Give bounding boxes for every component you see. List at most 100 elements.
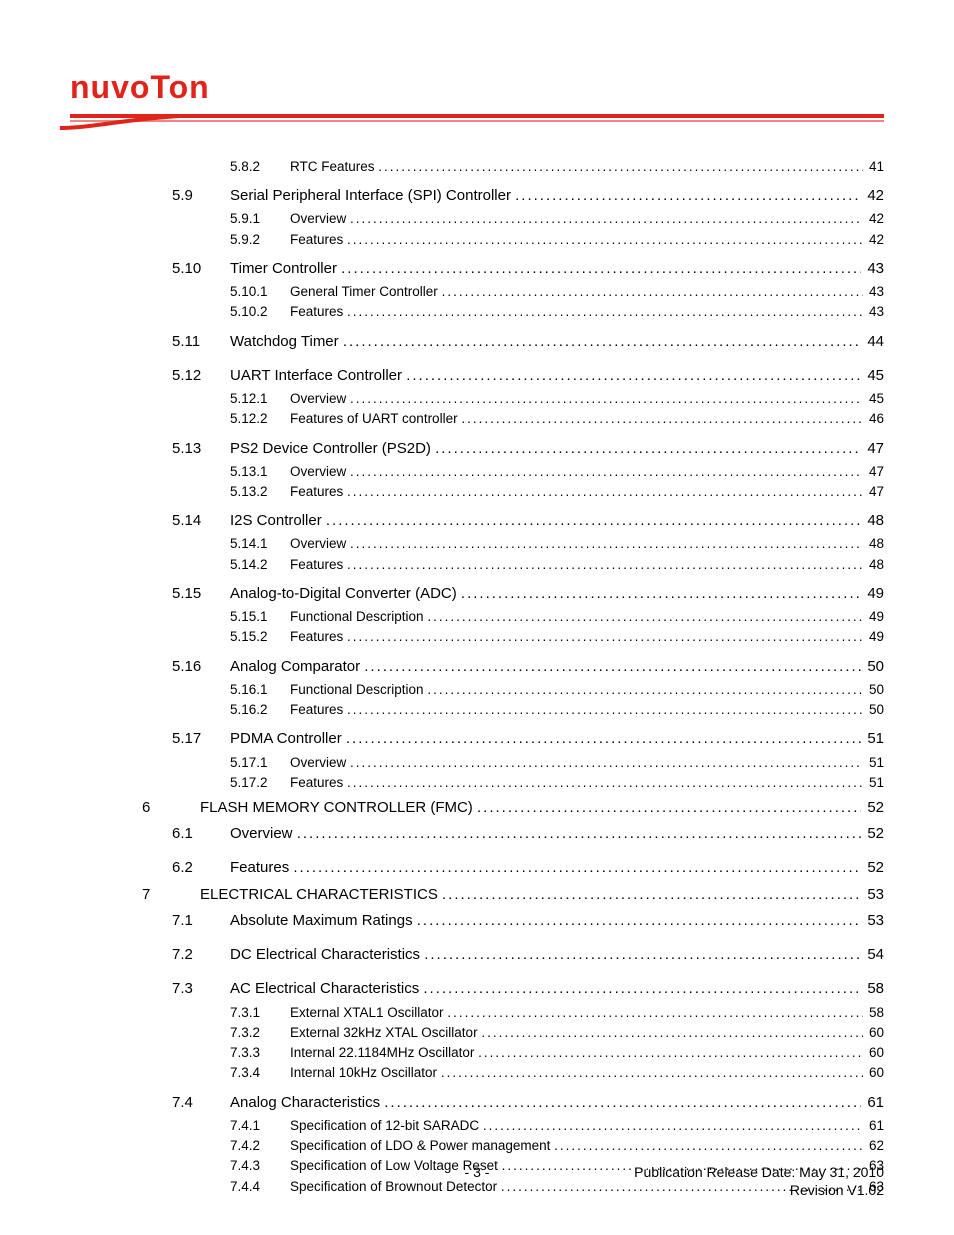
toc-entry[interactable]: 7.1Absolute Maximum Ratings 53 [70,911,884,931]
toc-entry[interactable]: 6FLASH MEMORY CONTROLLER (FMC) 52 [70,798,884,818]
toc-entry[interactable]: 5.17.1Overview 51 [70,754,884,772]
toc-number: 5.17.2 [230,774,290,792]
toc-entry[interactable]: 7ELECTRICAL CHARACTERISTICS 53 [70,885,884,905]
toc-title: Functional Description [290,681,863,699]
toc-entry[interactable]: 5.16Analog Comparator 50 [70,657,884,677]
toc-entry[interactable]: 5.11Watchdog Timer 44 [70,332,884,352]
table-of-contents: 5.8.2RTC Features 41 5.9Serial Peripheral… [70,158,884,1196]
toc-title: Features [290,303,863,321]
toc-title: External XTAL1 Oscillator [290,1004,863,1022]
toc-entry[interactable]: 5.16.2Features 50 [70,701,884,719]
toc-page: 62 [863,1137,884,1155]
toc-entry[interactable]: 5.10.1General Timer Controller 43 [70,283,884,301]
toc-entry[interactable]: 7.4Analog Characteristics 61 [70,1093,884,1113]
toc-page: 46 [863,410,884,428]
toc-entry[interactable]: 5.10.2Features 43 [70,303,884,321]
toc-number: 5.12.1 [230,390,290,408]
toc-entry[interactable]: 5.9.1Overview 42 [70,210,884,228]
toc-number: 5.13.2 [230,483,290,501]
toc-entry[interactable]: 5.15.2Features 49 [70,628,884,646]
toc-entry[interactable]: 5.12UART Interface Controller 45 [70,366,884,386]
toc-number: 7.3.2 [230,1024,290,1042]
toc-page: 60 [863,1064,884,1082]
svg-text:nuvoTon: nuvoTon [70,70,210,105]
toc-title: ELECTRICAL CHARACTERISTICS [200,885,861,905]
toc-title: Analog Comparator [230,657,861,677]
toc-page: 42 [863,231,884,249]
toc-entry[interactable]: 5.10Timer Controller 43 [70,259,884,279]
toc-entry[interactable]: 5.14.1Overview 48 [70,535,884,553]
toc-entry[interactable]: 5.15.1Functional Description 49 [70,608,884,626]
toc-title: Features [290,231,863,249]
toc-number: 7 [142,885,172,905]
nuvoton-logo-icon: nuvoTon [70,70,330,106]
toc-entry[interactable]: 6.2Features 52 [70,858,884,878]
toc-title: External 32kHz XTAL Oscillator [290,1024,863,1042]
toc-number: 5.8.2 [230,158,290,176]
toc-number: 7.2 [172,945,230,965]
toc-entry[interactable]: 5.12.2Features of UART controller 46 [70,410,884,428]
toc-page: 48 [861,511,884,531]
toc-page: 50 [863,701,884,719]
toc-entry[interactable]: 7.4.2Specification of LDO & Power manage… [70,1137,884,1155]
toc-number: 7.4.1 [230,1117,290,1135]
toc-entry[interactable]: 5.9.2Features 42 [70,231,884,249]
toc-entry[interactable]: 7.4.1Specification of 12-bit SARADC 61 [70,1117,884,1135]
toc-entry[interactable]: 5.9Serial Peripheral Interface (SPI) Con… [70,186,884,206]
toc-number: 5.16 [172,657,230,677]
toc-title: Features [290,483,863,501]
toc-title: Watchdog Timer [230,332,861,352]
toc-page: 53 [861,911,884,931]
toc-entry[interactable]: 7.3AC Electrical Characteristics 58 [70,979,884,999]
toc-number: 5.9 [172,186,230,206]
toc-page: 47 [863,463,884,481]
toc-title: Internal 22.1184MHz Oscillator [290,1044,863,1062]
toc-entry[interactable]: 5.16.1Functional Description 50 [70,681,884,699]
toc-entry[interactable]: 5.8.2RTC Features 41 [70,158,884,176]
toc-entry[interactable]: 5.13.1Overview 47 [70,463,884,481]
toc-entry[interactable]: 5.14.2Features 48 [70,556,884,574]
toc-entry[interactable]: 5.13PS2 Device Controller (PS2D) 47 [70,439,884,459]
header-rule [70,114,884,128]
toc-entry[interactable]: 5.12.1Overview 45 [70,390,884,408]
toc-page: 43 [861,259,884,279]
toc-number: 7.4 [172,1093,230,1113]
toc-title: Overview [290,390,863,408]
toc-title: Overview [290,535,863,553]
toc-number: 7.4.4 [230,1178,290,1196]
toc-page: 58 [861,979,884,999]
toc-title: DC Electrical Characteristics [230,945,861,965]
toc-entry[interactable]: 7.3.4Internal 10kHz Oscillator 60 [70,1064,884,1082]
toc-page: 47 [861,439,884,459]
toc-number: 7.3.4 [230,1064,290,1082]
toc-entry[interactable]: 6.1Overview 52 [70,824,884,844]
toc-page: 51 [863,754,884,772]
toc-page: 42 [863,210,884,228]
toc-entry[interactable]: 7.3.1External XTAL1 Oscillator 58 [70,1004,884,1022]
toc-number: 5.9.1 [230,210,290,228]
toc-page: 60 [863,1024,884,1042]
toc-number: 5.15 [172,584,230,604]
toc-title: Overview [230,824,861,844]
toc-entry[interactable]: 7.3.2External 32kHz XTAL Oscillator 60 [70,1024,884,1042]
toc-page: 45 [863,390,884,408]
toc-title: Specification of LDO & Power management [290,1137,863,1155]
toc-title: Absolute Maximum Ratings [230,911,861,931]
toc-title: Serial Peripheral Interface (SPI) Contro… [230,186,861,206]
toc-number: 5.17 [172,729,230,749]
toc-page: 43 [863,303,884,321]
toc-page: 52 [861,824,884,844]
toc-entry[interactable]: 7.2DC Electrical Characteristics 54 [70,945,884,965]
toc-number: 6.2 [172,858,230,878]
header-swoosh-icon [60,112,180,130]
toc-entry[interactable]: 7.3.3Internal 22.1184MHz Oscillator 60 [70,1044,884,1062]
toc-entry[interactable]: 5.17.2Features 51 [70,774,884,792]
toc-entry[interactable]: 5.13.2Features 47 [70,483,884,501]
toc-number: 5.11 [172,332,230,352]
toc-number: 5.10.1 [230,283,290,301]
publication-date: Publication Release Date: May 31, 2010 [634,1164,884,1180]
toc-entry[interactable]: 5.14I2S Controller 48 [70,511,884,531]
toc-entry[interactable]: 5.15Analog-to-Digital Converter (ADC) 49 [70,584,884,604]
toc-title: Internal 10kHz Oscillator [290,1064,863,1082]
toc-entry[interactable]: 5.17PDMA Controller 51 [70,729,884,749]
